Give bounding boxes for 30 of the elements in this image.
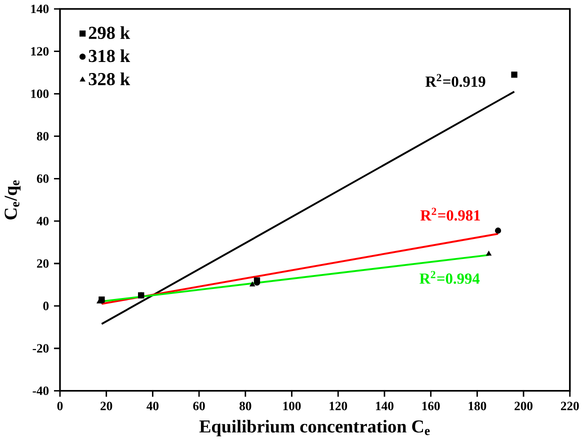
y-tick-label: 100 xyxy=(31,90,49,98)
annotation: R$^{2}$=0.981 xyxy=(420,208,480,221)
y-axis-title: C$_{e}$/q$_{e}$ xyxy=(4,180,21,220)
x-tick-label: 180 xyxy=(468,402,486,410)
x-tick-label: 160 xyxy=(422,402,440,410)
x-tick-label: 0 xyxy=(57,402,63,410)
x-tick-label: 60 xyxy=(193,402,205,410)
x-tick-label: 200 xyxy=(514,402,532,410)
y-tick-label: 60 xyxy=(36,174,49,183)
y-tick-label: 120 xyxy=(31,47,49,56)
annotation: R$^{2}$=0.994 xyxy=(420,270,480,284)
y-tick-label: 20 xyxy=(37,259,49,268)
legend-label: 298 k xyxy=(88,26,130,40)
legend-label: 328 k xyxy=(88,72,130,86)
x-tick-label: 120 xyxy=(330,402,348,410)
x-tick-label: 220 xyxy=(560,402,579,410)
y-tick-label: 80 xyxy=(36,132,49,140)
x-tick-label: 140 xyxy=(376,402,394,410)
y-tick-label: -40 xyxy=(32,386,49,396)
x-tick-label: 20 xyxy=(100,402,112,410)
x-axis-title: Equilibrium concentration C$_{e}$ xyxy=(199,420,430,436)
x-tick-label: 100 xyxy=(283,402,301,410)
y-tick-label: 0 xyxy=(43,302,49,310)
y-tick-label: -20 xyxy=(32,344,49,353)
legend-label: 318 k xyxy=(88,49,130,62)
x-tick-label: 40 xyxy=(146,402,159,410)
x-tick-label: 80 xyxy=(240,402,252,410)
annotation: R$^{2}$=0.919 xyxy=(425,74,486,87)
y-tick-label: 140 xyxy=(31,4,49,14)
y-tick-label: 40 xyxy=(36,216,49,226)
